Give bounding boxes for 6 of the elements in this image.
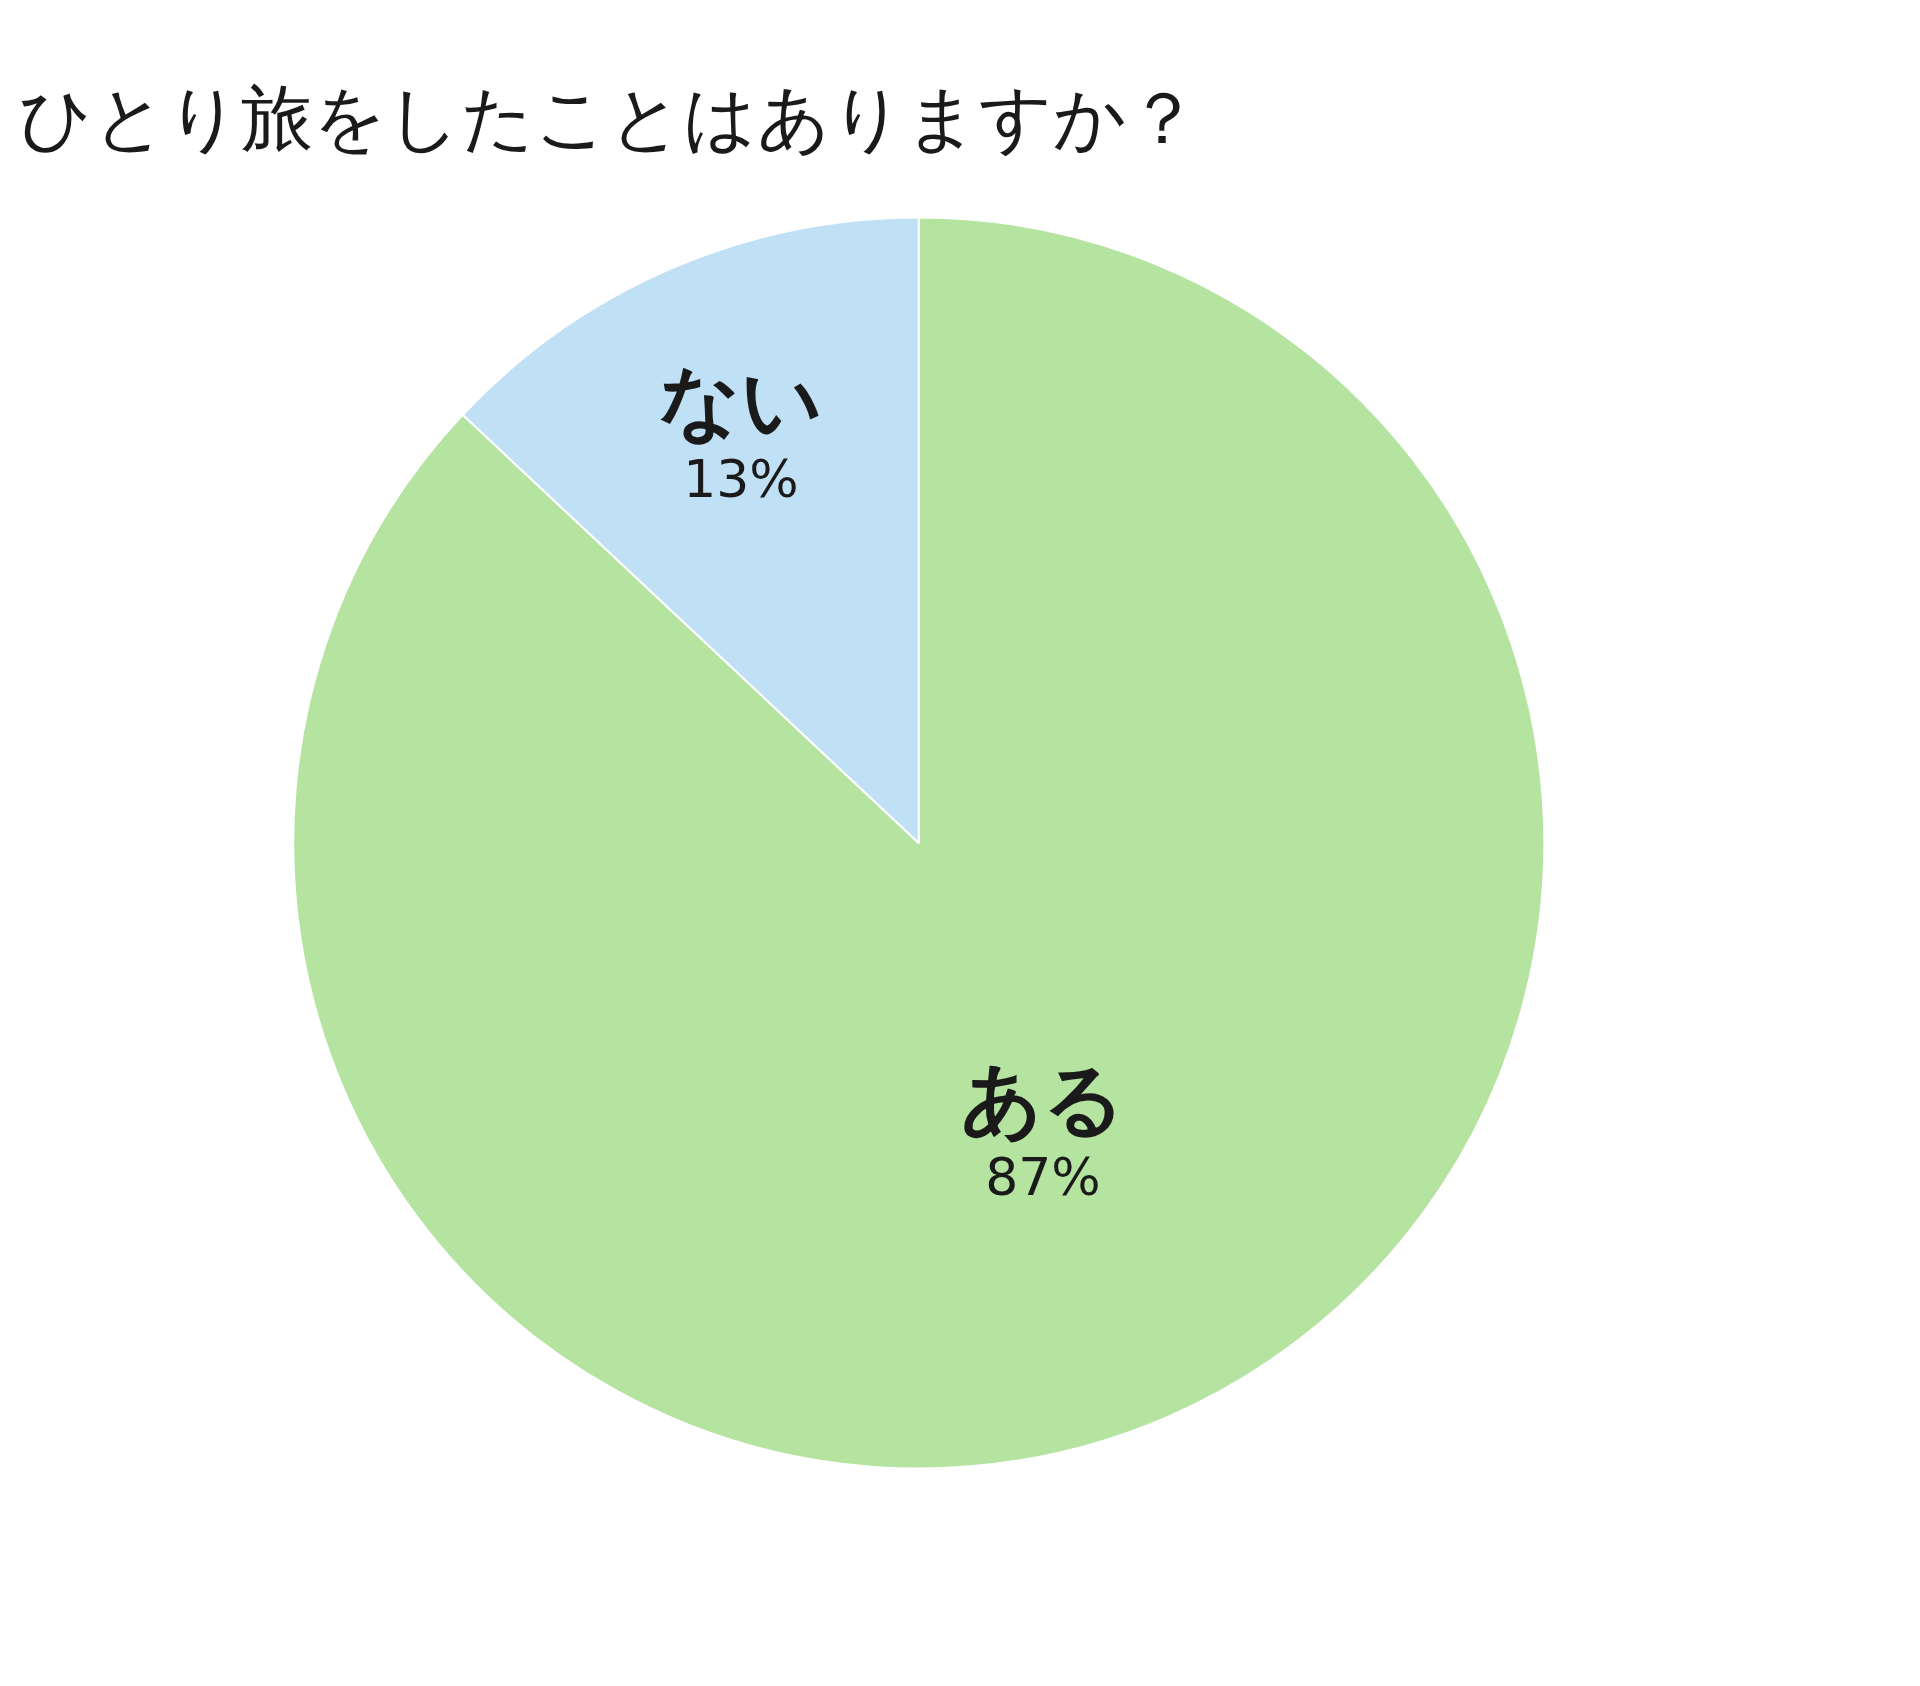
slice-label: ある	[960, 1053, 1125, 1147]
data-label: 87%	[985, 1146, 1101, 1207]
slice-label: ない	[658, 355, 823, 449]
chart-title: ひとり旅をしたことはありますか？	[19, 76, 1200, 161]
data-label: 13%	[683, 448, 799, 509]
pie-slice	[292, 216, 1545, 1470]
